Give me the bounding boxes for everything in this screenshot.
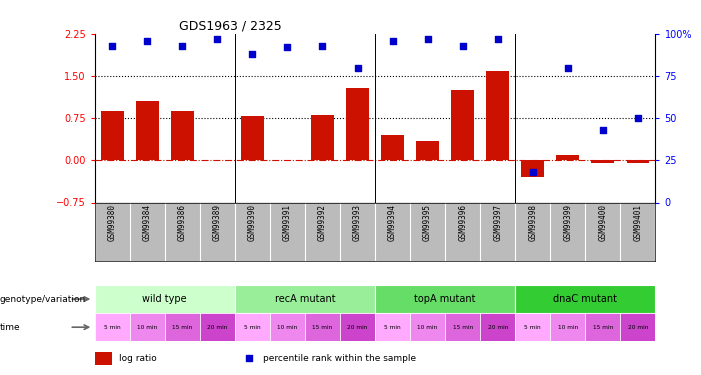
Bar (95, 313, 130, 341)
Bar (410, 313, 445, 341)
Text: 10 min: 10 min (137, 325, 157, 330)
Text: GSM99401: GSM99401 (634, 204, 642, 241)
Bar (95, 285, 235, 313)
Point (247, 51, 258, 57)
Text: GSM99396: GSM99396 (458, 204, 467, 241)
Text: genotype/variation: genotype/variation (0, 295, 86, 304)
Text: time: time (0, 322, 20, 332)
Bar (270, 313, 305, 341)
Text: 15 min: 15 min (313, 325, 332, 330)
Text: 5 min: 5 min (524, 325, 541, 330)
Bar (375, 285, 515, 313)
Text: recA mutant: recA mutant (275, 294, 335, 304)
Point (107, 43, 118, 49)
Bar (515, 313, 550, 341)
Bar (480, 313, 515, 341)
Point (632, 115, 644, 121)
Point (317, 43, 328, 49)
Bar (200, 313, 235, 341)
Point (492, 36, 503, 42)
Text: 20 min: 20 min (627, 325, 648, 330)
Text: dnaC mutant: dnaC mutant (553, 294, 618, 304)
Bar (241, 116, 264, 160)
Text: 10 min: 10 min (278, 325, 297, 330)
Bar (340, 313, 375, 341)
Text: percentile rank within the sample: percentile rank within the sample (263, 354, 416, 363)
Bar (235, 285, 375, 313)
Point (212, 36, 223, 42)
Bar (627, 160, 649, 163)
Text: 15 min: 15 min (172, 325, 192, 330)
Text: GSM99392: GSM99392 (318, 204, 327, 241)
Bar (585, 313, 620, 341)
Text: 5 min: 5 min (104, 325, 121, 330)
Text: GSM99393: GSM99393 (353, 204, 362, 241)
Bar (557, 154, 579, 160)
Text: GSM99398: GSM99398 (529, 204, 537, 241)
Bar (550, 313, 585, 341)
Point (597, 127, 608, 133)
Bar (305, 313, 340, 341)
Bar (95, 352, 112, 364)
Bar (375, 313, 410, 341)
Text: topA mutant: topA mutant (414, 294, 476, 304)
Text: 15 min: 15 min (453, 325, 472, 330)
Bar (416, 141, 439, 160)
Point (243, 355, 254, 361)
Text: 20 min: 20 min (347, 325, 368, 330)
Point (177, 43, 188, 49)
Text: log ratio: log ratio (119, 354, 157, 363)
Bar (451, 90, 474, 160)
Text: 5 min: 5 min (384, 325, 401, 330)
Text: GDS1963 / 2325: GDS1963 / 2325 (179, 20, 282, 33)
Bar (235, 313, 270, 341)
Point (562, 64, 573, 70)
Point (422, 36, 433, 42)
Text: GSM99380: GSM99380 (108, 204, 116, 241)
Bar (171, 111, 193, 160)
Text: GSM99391: GSM99391 (283, 204, 292, 241)
Text: 15 min: 15 min (593, 325, 613, 330)
Text: 5 min: 5 min (244, 325, 261, 330)
Bar (101, 111, 123, 160)
Text: GSM99390: GSM99390 (248, 204, 257, 241)
Text: GSM99397: GSM99397 (494, 204, 502, 241)
Bar (592, 160, 614, 163)
Point (527, 169, 538, 175)
Bar (515, 285, 655, 313)
Point (352, 64, 363, 70)
Bar (311, 116, 334, 160)
Point (282, 44, 293, 50)
Text: GSM99394: GSM99394 (388, 204, 397, 241)
Text: 10 min: 10 min (558, 325, 578, 330)
Point (142, 38, 153, 44)
Bar (445, 313, 480, 341)
Text: GSM99395: GSM99395 (423, 204, 432, 241)
Bar (522, 160, 544, 177)
Point (457, 43, 468, 49)
Bar (136, 101, 158, 160)
Text: 20 min: 20 min (487, 325, 508, 330)
Bar (346, 88, 369, 160)
Bar (620, 313, 655, 341)
Bar (486, 71, 509, 160)
Text: GSM99384: GSM99384 (143, 204, 151, 241)
Point (387, 38, 398, 44)
Text: GSM99399: GSM99399 (564, 204, 572, 241)
Text: 20 min: 20 min (207, 325, 228, 330)
Text: wild type: wild type (142, 294, 187, 304)
Bar (381, 135, 404, 160)
Bar (130, 313, 165, 341)
Text: 10 min: 10 min (418, 325, 437, 330)
Text: GSM99389: GSM99389 (213, 204, 222, 241)
Text: GSM99400: GSM99400 (599, 204, 607, 241)
Text: GSM99386: GSM99386 (178, 204, 186, 241)
Bar (165, 313, 200, 341)
